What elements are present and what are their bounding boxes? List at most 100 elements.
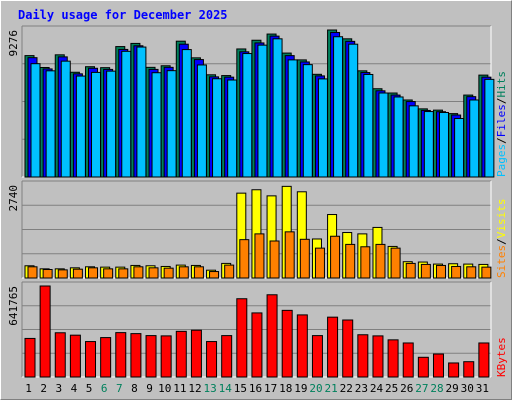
bar-sites-day-28 (435, 264, 446, 279)
bar-pages-day-3 (60, 60, 71, 178)
bar-sites-day-9 (148, 267, 159, 279)
bar-sites-day-16 (254, 233, 265, 279)
bar-kbytes-day-24 (372, 335, 384, 378)
bar-pages-day-25 (393, 96, 404, 178)
bar-pages-day-29 (454, 118, 465, 178)
bar-pages-day-23 (363, 73, 374, 178)
bar-pages-day-6 (106, 70, 117, 178)
bar-kbytes-day-18 (281, 309, 293, 378)
x-tick-day-11: 11 (173, 382, 186, 395)
bar-sites-day-23 (360, 246, 371, 279)
bar-kbytes-day-8 (130, 333, 142, 378)
bar-kbytes-day-7 (115, 332, 127, 378)
ymax-label: 9276 (7, 30, 20, 57)
bar-pages-day-17 (272, 38, 283, 178)
bar-pages-day-26 (408, 105, 419, 178)
x-tick-day-16: 16 (249, 382, 262, 395)
x-tick-day-22: 22 (340, 382, 353, 395)
bar-pages-day-8 (136, 46, 147, 178)
legend-visits: Visits (495, 199, 508, 239)
x-tick-day-30: 30 (461, 382, 474, 395)
bar-sites-day-21 (330, 235, 341, 279)
x-tick-day-17: 17 (264, 382, 277, 395)
bar-sites-day-17 (269, 240, 280, 279)
bar-kbytes-day-26 (402, 342, 414, 378)
bar-sites-day-18 (284, 231, 295, 279)
bar-sites-day-1 (27, 266, 38, 279)
x-tick-day-1: 1 (25, 382, 32, 395)
bar-sites-day-19 (299, 238, 310, 279)
legend: Sites/Visits (495, 199, 508, 279)
x-tick-day-4: 4 (71, 382, 78, 395)
bar-pages-day-4 (75, 75, 86, 178)
x-tick-day-26: 26 (400, 382, 413, 395)
bar-pages-day-19 (302, 64, 313, 178)
legend: KBytes (495, 337, 508, 377)
bar-kbytes-day-11 (175, 330, 187, 378)
bar-pages-day-11 (181, 49, 192, 178)
x-tick-day-18: 18 (279, 382, 292, 395)
bar-pages-day-13 (212, 78, 223, 178)
bar-sites-day-6 (103, 268, 114, 279)
bar-pages-day-2 (45, 70, 56, 178)
bar-kbytes-day-5 (85, 341, 97, 378)
x-tick-day-6: 6 (101, 382, 108, 395)
bar-sites-day-3 (57, 269, 68, 279)
x-tick-day-19: 19 (294, 382, 307, 395)
bar-kbytes-day-12 (190, 329, 202, 378)
bar-kbytes-day-10 (160, 335, 172, 378)
bar-sites-day-4 (72, 268, 83, 279)
x-tick-day-12: 12 (188, 382, 201, 395)
bar-pages-day-31 (484, 78, 495, 178)
bar-sites-day-27 (420, 263, 431, 279)
ymax-label: 2740 (7, 185, 20, 212)
bar-kbytes-day-21 (327, 316, 339, 378)
bar-kbytes-day-2 (39, 285, 51, 378)
x-tick-day-13: 13 (203, 382, 216, 395)
chart-title: Daily usage for December 2025 (18, 8, 228, 22)
bar-sites-day-22 (345, 243, 356, 279)
legend-separator: / (495, 98, 508, 105)
bar-kbytes-day-14 (221, 335, 233, 378)
bar-kbytes-day-25 (387, 339, 399, 378)
x-tick-day-23: 23 (355, 382, 368, 395)
legend-sites: Sites (495, 245, 508, 278)
bar-pages-day-10 (166, 70, 177, 178)
bar-kbytes-day-13 (206, 341, 218, 378)
bar-pages-day-16 (257, 44, 268, 178)
x-tick-day-29: 29 (446, 382, 459, 395)
bar-sites-day-2 (42, 269, 53, 279)
x-tick-day-8: 8 (131, 382, 138, 395)
bar-pages-day-15 (242, 53, 253, 178)
legend-pages: Pages (495, 144, 508, 177)
bar-pages-day-5 (91, 71, 102, 178)
bar-kbytes-day-20 (311, 335, 323, 378)
bar-kbytes-day-27 (417, 356, 429, 378)
x-tick-day-24: 24 (370, 382, 384, 395)
bar-pages-day-9 (151, 72, 162, 178)
bar-sites-day-13 (209, 271, 220, 279)
bar-kbytes-day-9 (145, 335, 157, 378)
bar-sites-day-31 (481, 266, 492, 279)
bar-sites-day-5 (88, 267, 99, 279)
bar-kbytes-day-3 (54, 332, 66, 378)
bar-kbytes-day-28 (432, 353, 444, 378)
bar-kbytes-day-31 (478, 342, 490, 378)
bar-sites-day-7 (118, 268, 129, 279)
bar-sites-day-12 (193, 266, 204, 279)
bar-kbytes-day-1 (24, 337, 36, 378)
legend-files: Files (495, 104, 508, 137)
x-tick-day-27: 27 (415, 382, 428, 395)
bar-pages-day-24 (378, 92, 389, 178)
bar-kbytes-day-4 (69, 334, 81, 378)
legend-separator: / (495, 238, 508, 245)
bar-pages-day-14 (227, 79, 238, 178)
bar-sites-day-29 (451, 265, 462, 279)
legend-hits: Hits (495, 71, 508, 98)
bar-pages-day-20 (317, 78, 328, 178)
bar-kbytes-day-15 (236, 298, 248, 378)
bar-pages-day-28 (438, 112, 449, 178)
legend-separator: / (495, 137, 508, 144)
x-tick-day-3: 3 (56, 382, 63, 395)
